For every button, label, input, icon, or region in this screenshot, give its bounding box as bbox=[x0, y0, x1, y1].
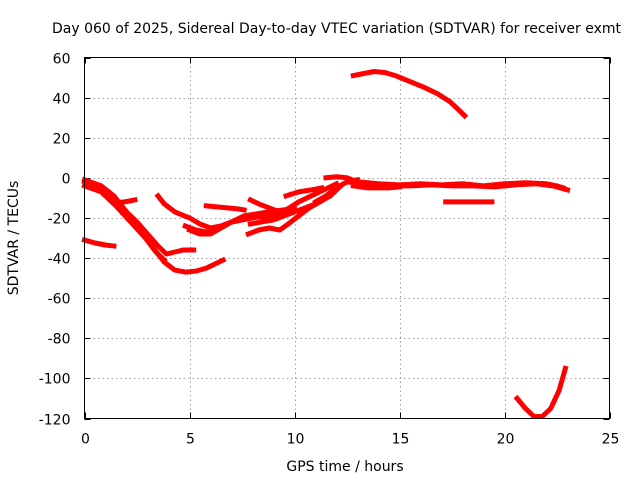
series-line-arc-9 bbox=[203, 203, 247, 213]
y-axis-label: SDTVAR / TECUs bbox=[6, 181, 22, 296]
x-tick-label: 20 bbox=[497, 432, 515, 448]
series-line-arc-21 bbox=[513, 365, 569, 419]
y-tick-label: -60 bbox=[48, 292, 71, 308]
series-line-arc-5 bbox=[113, 196, 138, 206]
y-tick-label: 20 bbox=[53, 132, 71, 148]
series-line-arc-1 bbox=[81, 236, 117, 249]
series-line-arc-14 bbox=[282, 184, 325, 200]
x-tick-label: 25 bbox=[602, 432, 620, 448]
y-tick-label: 60 bbox=[53, 52, 71, 68]
x-tick-label: 15 bbox=[392, 432, 410, 448]
series-line-arc-10 bbox=[247, 196, 284, 216]
series-line-arc-4 bbox=[81, 176, 227, 275]
y-tick-label: -80 bbox=[48, 332, 71, 348]
y-tick-label: -100 bbox=[39, 372, 71, 388]
y-tick-label: -40 bbox=[48, 252, 71, 268]
y-tick-label: -120 bbox=[39, 413, 71, 429]
grid-layer bbox=[84, 57, 610, 419]
x-tick-label: 5 bbox=[186, 432, 195, 448]
x-axis-label: GPS time / hours bbox=[286, 459, 403, 475]
y-tick-label: -20 bbox=[48, 212, 71, 228]
plot-frame bbox=[84, 57, 610, 419]
x-tick-label: 0 bbox=[81, 432, 90, 448]
y-tick-label: 40 bbox=[53, 92, 71, 108]
x-tick-label: 10 bbox=[287, 432, 305, 448]
series-line-arc-20 bbox=[350, 69, 469, 120]
series-layer bbox=[81, 69, 571, 419]
series-line-arc-18 bbox=[350, 183, 403, 191]
y-tick-label: 0 bbox=[62, 172, 71, 188]
axis-layer: 60 40 20 0 -20 -40 -60 -80 -100 -120 0 5 10 15 20 25 bbox=[39, 52, 620, 448]
chart-title: Day 060 of 2025, Sidereal Day-to-day VTE… bbox=[52, 21, 622, 37]
